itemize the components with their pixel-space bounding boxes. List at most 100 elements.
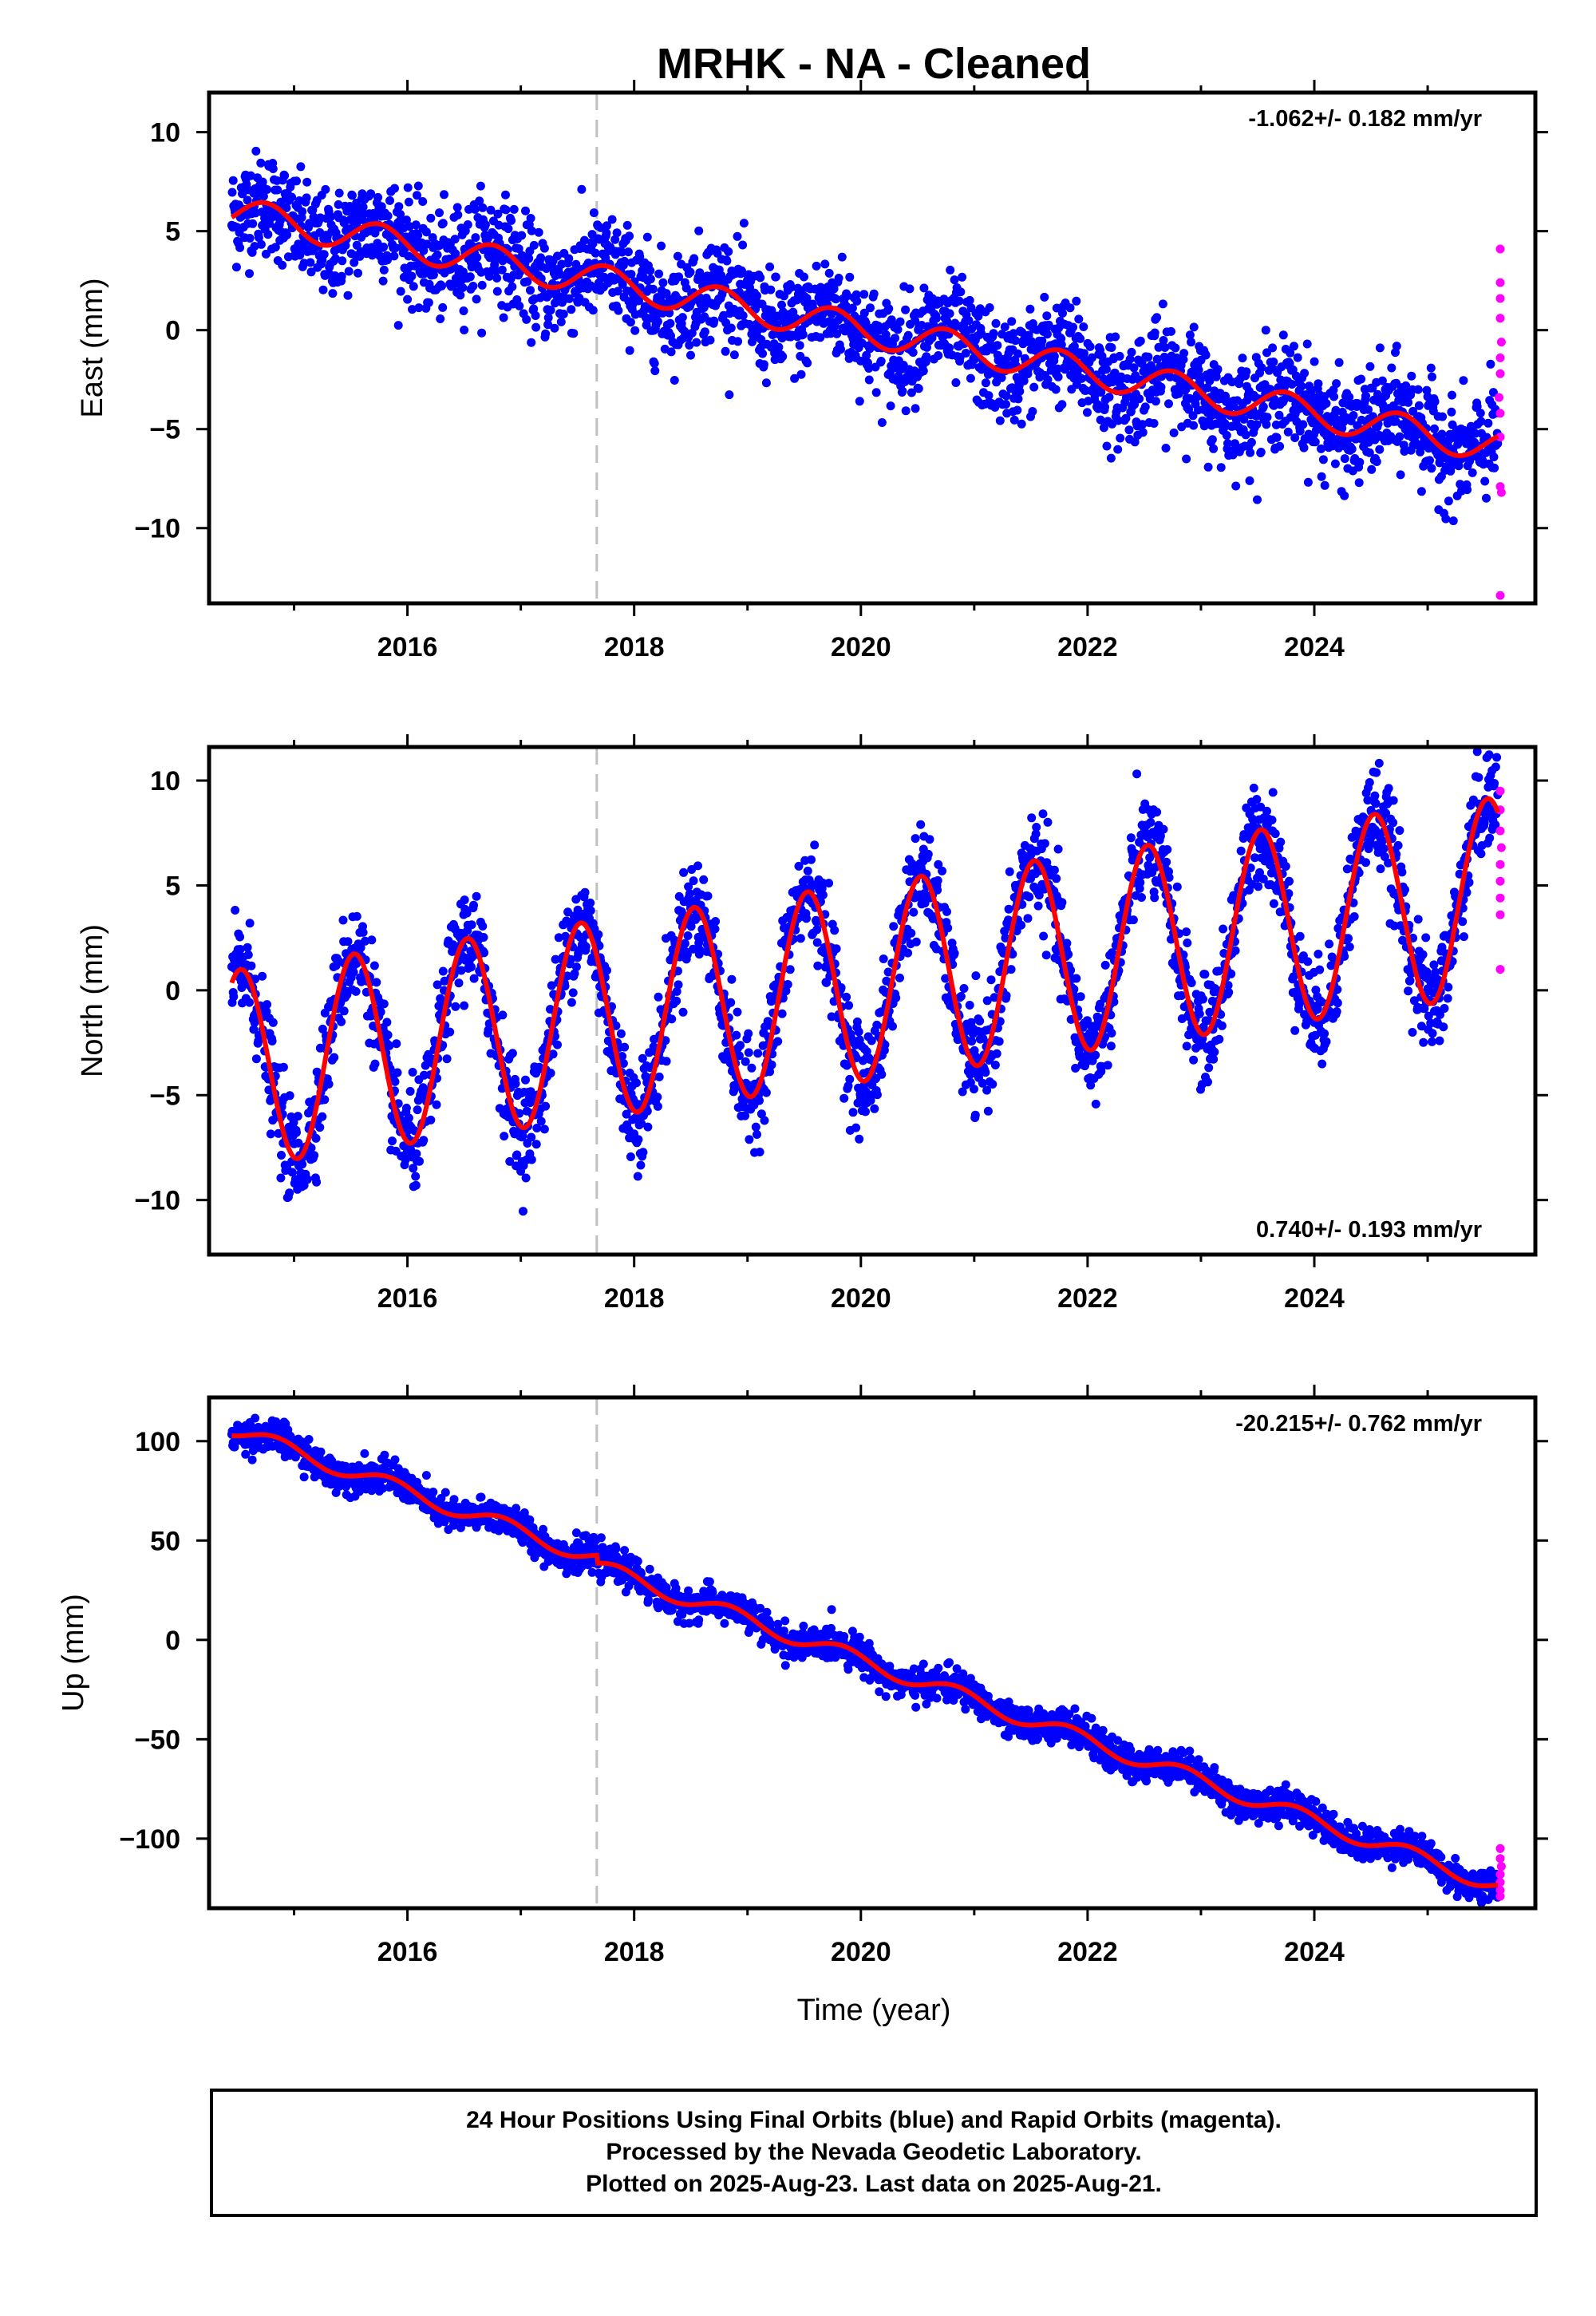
data-point [334,188,344,198]
data-point [907,928,916,938]
data-point [1295,426,1305,436]
data-point [262,1007,271,1016]
data-point [315,1123,325,1132]
data-point [1013,349,1022,358]
data-point [298,207,307,216]
data-point [501,190,510,200]
data-point [898,386,907,396]
data-point [279,1062,288,1072]
y-tick-label: 5 [165,217,180,247]
data-point [1164,873,1174,882]
data-point [245,234,255,243]
data-point [931,314,941,323]
data-point [956,992,966,1001]
data-point [508,1049,517,1058]
data-point [414,303,424,313]
data-point [1158,299,1167,309]
data-point [1308,418,1317,428]
data-point [1072,296,1081,306]
data-point [1039,931,1049,941]
data-point [554,933,563,943]
data-point [529,304,539,314]
data-point [1049,865,1059,875]
data-point [1252,420,1262,429]
data-point [946,265,955,275]
data-point [1224,987,1234,997]
data-point [1258,874,1268,883]
data-point [1310,357,1319,366]
data-point [1332,379,1341,389]
data-point [419,1136,429,1145]
data-point [478,203,488,212]
data-point [390,1077,400,1086]
data-point [753,291,761,301]
data-point [678,313,687,322]
data-point [907,388,916,397]
data-point [685,889,694,899]
data-point [1364,405,1373,414]
data-point [905,284,915,294]
data-point [844,1001,854,1010]
data-point [413,191,421,200]
data-point [1033,901,1043,911]
data-point [1276,837,1286,847]
data-point [623,247,633,257]
data-point [571,962,581,971]
data-point [411,220,421,230]
y-tick-label: 10 [150,118,180,148]
data-point [1310,437,1320,447]
data-point [843,291,852,301]
data-point [382,1018,392,1027]
data-point [978,1078,987,1088]
data-point [379,265,389,275]
data-point [1203,383,1212,393]
data-point [990,1061,1000,1069]
data-point [895,973,904,982]
data-point [1375,343,1385,353]
data-point [438,966,448,976]
data-point [1085,342,1095,351]
data-point [807,855,816,864]
data-point [602,228,611,238]
data-point [1426,363,1436,373]
data-point [1375,445,1385,454]
data-point [961,349,970,358]
data-point [595,941,604,951]
data-point [1448,516,1458,526]
data-point [1448,390,1456,400]
data-point [1258,402,1268,412]
data-point [950,275,959,285]
data-point [1297,381,1306,391]
data-point [877,418,887,427]
data-point [848,1108,858,1117]
data-point [392,1039,401,1049]
data-point [911,834,920,844]
data-point [1354,478,1364,488]
data-point [1023,914,1033,923]
data-point [851,290,861,299]
data-point [1066,966,1076,975]
data-point [1010,336,1020,346]
data-point [1361,391,1370,401]
data-point [432,1100,441,1109]
data-point [820,259,830,269]
data-point [638,1148,648,1157]
data-point [602,966,611,975]
data-point [1238,354,1247,363]
data-point [1181,385,1191,394]
data-point [412,1149,421,1159]
data-point [1159,824,1168,834]
data-point [662,1057,671,1066]
data-point [777,300,786,310]
data-point [1116,433,1125,443]
data-point [235,932,245,942]
data-point [751,1122,760,1132]
data-point [247,961,256,970]
data-point [883,967,893,977]
data-point [1088,353,1096,362]
data-point [760,1116,769,1125]
data-point [766,285,776,294]
data-point [450,235,460,244]
data-point [451,249,460,259]
